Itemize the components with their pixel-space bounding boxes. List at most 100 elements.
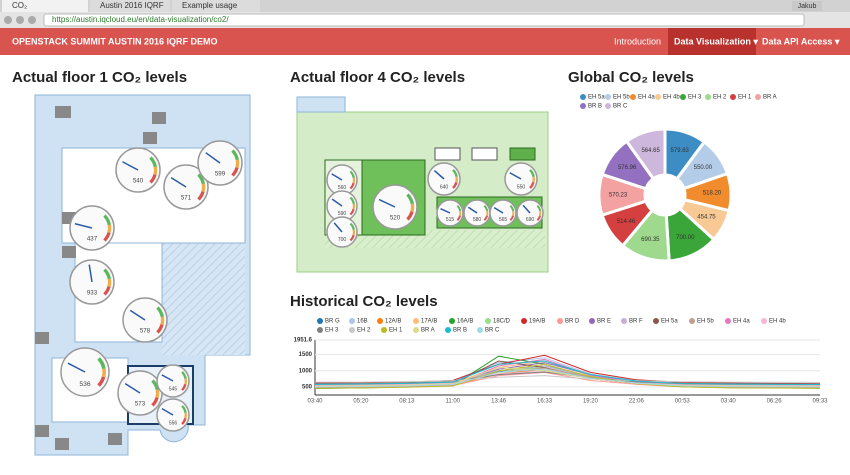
legend-label: EH 3: [688, 95, 702, 101]
legend-swatch: [521, 318, 527, 324]
tab-title: Example usage: [182, 1, 238, 10]
slice-label: 518.20: [703, 190, 722, 196]
legend-label: EH 5a: [588, 95, 605, 101]
y-tick-label: 1000: [299, 368, 313, 374]
legend-label: BR F: [629, 319, 643, 325]
legend-swatch: [580, 103, 586, 109]
gauge-value: 437: [87, 236, 98, 243]
legend-swatch: [589, 318, 595, 324]
gauge-value: 640: [440, 184, 449, 190]
x-tick-label: 03:40: [721, 399, 737, 405]
stair-area: [297, 97, 345, 112]
slice-label: 454.75: [697, 215, 716, 221]
legend-label: EH 1: [389, 328, 403, 334]
legend-label: BR E: [597, 319, 611, 325]
y-tick-label: 1500: [299, 352, 313, 358]
gauge-value: 933: [87, 290, 98, 297]
x-tick-label: 08:13: [399, 399, 415, 405]
legend-swatch: [761, 318, 767, 324]
legend-swatch: [445, 327, 451, 333]
gauge-value: 700: [338, 237, 347, 243]
gauge-value: 536: [79, 381, 90, 388]
legend-swatch: [655, 94, 661, 100]
section-title: Global CO₂ levels: [568, 69, 694, 86]
legend-swatch: [413, 318, 419, 324]
x-tick-label: 00:53: [675, 399, 691, 405]
legend-label: BR G: [325, 319, 340, 325]
gauge-value: 560: [338, 185, 347, 191]
slice-label: 579.83: [671, 148, 690, 154]
y-tick-label: 500: [302, 384, 313, 390]
section-title: Historical CO₂ levels: [290, 293, 438, 310]
nav-link[interactable]: Data Visualization ▾: [674, 36, 758, 46]
legend-label: 12A/B: [385, 319, 401, 325]
y-tick-label: 1951.6: [294, 338, 313, 344]
legend-swatch: [317, 318, 323, 324]
legend-label: BR D: [565, 319, 580, 325]
section-title: Actual floor 1 CO₂ levels: [12, 69, 187, 86]
legend-swatch: [730, 94, 736, 100]
legend-label: EH 4b: [769, 319, 786, 325]
back-button[interactable]: [4, 16, 12, 24]
legend-label: EH 2: [357, 328, 371, 334]
legend-label: BR B: [453, 328, 467, 334]
legend-swatch: [653, 318, 659, 324]
legend-swatch: [705, 94, 711, 100]
legend-swatch: [449, 318, 455, 324]
legend-label: BR A: [763, 95, 777, 101]
gauge-value: 599: [215, 171, 226, 178]
x-tick-label: 11:00: [445, 399, 460, 405]
gauge-band: [157, 390, 158, 398]
gauge-value: 515: [446, 217, 455, 223]
gauge-band: [109, 279, 110, 287]
legend-swatch: [477, 327, 483, 333]
legend-swatch: [557, 318, 563, 324]
icon: [55, 438, 69, 450]
gauge-value: 540: [133, 178, 144, 185]
nav-link[interactable]: Introduction: [614, 36, 661, 46]
legend-label: BR C: [613, 104, 628, 110]
icon: [55, 106, 71, 118]
legend-label: 18C/D: [493, 319, 511, 325]
x-tick-label: 16:33: [537, 399, 553, 405]
gauge-value: 573: [135, 401, 146, 408]
legend-label: EH 4a: [733, 319, 750, 325]
user-name: Jakub: [798, 3, 817, 10]
slice-label: 570.23: [609, 192, 628, 198]
section-title: Actual floor 4 CO₂ levels: [290, 69, 465, 86]
nav-link[interactable]: Data API Access ▾: [762, 36, 840, 46]
gauge-value: 550: [517, 184, 526, 190]
x-tick-label: 06:26: [767, 399, 783, 405]
legend-swatch: [377, 318, 383, 324]
legend-swatch: [349, 318, 355, 324]
slice-label: 700.00: [676, 235, 695, 241]
url: https://austin.iqcloud.eu/en/data-visual…: [52, 15, 229, 24]
legend-swatch: [413, 327, 419, 333]
gauge-band: [155, 167, 156, 175]
legend-label: BR B: [588, 104, 602, 110]
legend-label: BR C: [485, 328, 500, 334]
reload-button[interactable]: [28, 16, 36, 24]
legend-swatch: [621, 318, 627, 324]
gauge-band: [104, 369, 105, 377]
legend-label: EH 5b: [613, 95, 630, 101]
room: [435, 148, 460, 160]
icon: [35, 332, 49, 344]
slice-label: 514.46: [617, 219, 636, 225]
legend-swatch: [725, 318, 731, 324]
legend-label: 16A/B: [457, 319, 473, 325]
legend-swatch: [349, 327, 355, 333]
room: [510, 148, 535, 160]
tab-title: Austin 2016 IQRF: [100, 1, 164, 10]
icon: [143, 132, 157, 144]
forward-button[interactable]: [16, 16, 24, 24]
slice-label: 690.35: [641, 237, 660, 243]
gauge-band: [109, 225, 110, 233]
legend-swatch: [317, 327, 323, 333]
legend-label: EH 4b: [663, 95, 680, 101]
gauge-band: [203, 184, 204, 192]
brand[interactable]: OPENSTACK SUMMIT AUSTIN 2016 IQRF DEMO: [12, 36, 218, 46]
gauge-value: 690: [526, 217, 535, 223]
